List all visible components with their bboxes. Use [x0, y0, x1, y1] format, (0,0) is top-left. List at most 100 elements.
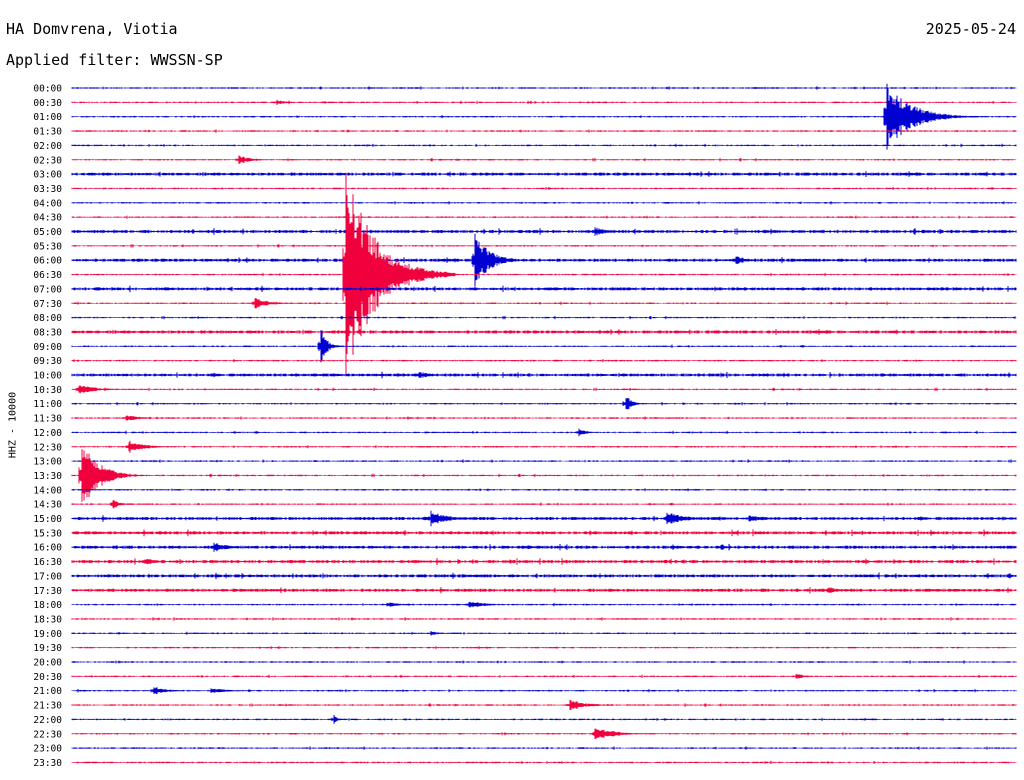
time-tick-label: 09:00 — [33, 342, 62, 353]
trace-line — [71, 227, 1017, 236]
trace-line — [71, 233, 1017, 287]
time-tick-label: 04:00 — [33, 198, 62, 209]
time-tick-label: 00:00 — [33, 84, 62, 95]
time-tick-label: 13:00 — [33, 457, 62, 468]
trace-line — [71, 572, 1017, 580]
trace-line — [71, 315, 1017, 320]
time-tick-label: 12:30 — [33, 442, 62, 453]
time-tick-label: 20:30 — [33, 672, 62, 683]
time-tick-label: 10:30 — [33, 385, 62, 396]
trace-line — [71, 601, 1017, 608]
trace-line — [71, 99, 1017, 105]
time-tick-label: 18:30 — [33, 614, 62, 625]
trace-line — [71, 86, 1017, 90]
time-tick-label: 15:00 — [33, 514, 62, 525]
trace-line — [71, 371, 1017, 379]
trace-line — [71, 215, 1017, 219]
time-tick-label: 23:00 — [33, 744, 62, 755]
trace-line — [71, 687, 1017, 695]
time-tick-label: 21:00 — [33, 686, 62, 697]
trace-line — [71, 173, 1017, 376]
plot-date: 2025-05-24 — [925, 20, 1016, 38]
time-tick-label: 02:30 — [33, 155, 62, 166]
trace-line — [71, 542, 1017, 552]
trace-line — [71, 529, 1017, 537]
time-tick-label: 16:00 — [33, 543, 62, 554]
time-tick-label: 13:30 — [33, 471, 62, 482]
time-tick-label: 03:00 — [33, 170, 62, 181]
trace-line — [71, 617, 1017, 621]
time-tick-label: 01:00 — [33, 112, 62, 123]
time-tick-label: 17:30 — [33, 586, 62, 597]
trace-line — [71, 83, 1017, 150]
time-tick-label: 11:30 — [33, 414, 62, 425]
time-tick-label: 14:30 — [33, 500, 62, 511]
time-tick-label: 19:30 — [33, 643, 62, 654]
trace-line — [71, 359, 1017, 363]
trace-line — [71, 715, 1017, 724]
trace-line — [71, 488, 1017, 492]
time-tick-label: 07:00 — [33, 284, 62, 295]
time-tick-label: 20:00 — [33, 658, 62, 669]
trace-line — [71, 587, 1017, 594]
station-name: HA Domvrena, Viotia — [6, 20, 178, 38]
time-tick-label: 14:00 — [33, 485, 62, 496]
time-tick-label: 21:30 — [33, 701, 62, 712]
time-tick-label: 15:30 — [33, 528, 62, 539]
time-tick-labels: 00:00 00:30 01:00 01:30 02:00 02:30 03:00 03:30… — [33, 84, 62, 769]
time-tick-label: 08:30 — [33, 327, 62, 338]
trace-line — [71, 746, 1017, 750]
trace-line — [71, 129, 1017, 133]
applied-filter: Applied filter: WWSSN-SP — [6, 51, 223, 69]
time-tick-label: 04:30 — [33, 213, 62, 224]
trace-line — [71, 171, 1017, 177]
trace-line — [71, 155, 1017, 164]
time-tick-label: 18:00 — [33, 600, 62, 611]
trace-line — [71, 449, 1017, 502]
time-tick-label: 11:00 — [33, 399, 62, 410]
trace-line — [71, 385, 1017, 394]
trace-line — [71, 660, 1017, 664]
trace-line — [71, 673, 1017, 679]
time-tick-label: 16:30 — [33, 557, 62, 568]
time-tick-label: 07:30 — [33, 299, 62, 310]
time-tick-label: 12:00 — [33, 428, 62, 439]
time-tick-label: 06:00 — [33, 256, 62, 267]
trace-line — [71, 415, 1017, 421]
trace-line — [71, 428, 1017, 437]
time-tick-label: 05:00 — [33, 227, 62, 238]
time-tick-label: 22:30 — [33, 729, 62, 740]
time-tick-label: 19:00 — [33, 629, 62, 640]
trace-line — [71, 558, 1017, 565]
trace-line — [71, 728, 1017, 739]
time-tick-label: 09:30 — [33, 356, 62, 367]
trace-line — [71, 297, 1017, 309]
trace-line — [71, 700, 1017, 710]
time-tick-label: 02:00 — [33, 141, 62, 152]
trace-line — [71, 329, 1017, 335]
time-tick-label: 06:30 — [33, 270, 62, 281]
trace-line — [71, 499, 1017, 509]
time-tick-label: 08:00 — [33, 313, 62, 324]
time-tick-label: 23:30 — [33, 758, 62, 769]
time-tick-label: 22:00 — [33, 715, 62, 726]
time-tick-label: 05:30 — [33, 241, 62, 252]
trace-line — [71, 330, 1017, 363]
trace-line — [71, 244, 1017, 248]
time-tick-label: 01:30 — [33, 127, 62, 138]
time-tick-label: 03:30 — [33, 184, 62, 195]
trace-line — [71, 187, 1017, 190]
trace-line — [71, 459, 1017, 463]
time-tick-label: 10:00 — [33, 371, 62, 382]
trace-line — [71, 398, 1017, 410]
trace-line — [71, 631, 1017, 636]
time-tick-label: 00:30 — [33, 98, 62, 109]
trace-line — [71, 646, 1017, 650]
trace-line — [71, 285, 1017, 293]
trace-group — [71, 83, 1017, 764]
trace-line — [71, 201, 1017, 205]
time-tick-label: 17:00 — [33, 571, 62, 582]
trace-line — [71, 510, 1017, 527]
trace-line — [71, 143, 1017, 148]
